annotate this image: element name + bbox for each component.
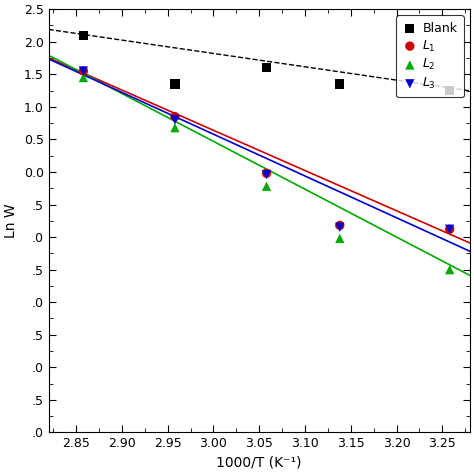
$L_1$ bbox=[336, 221, 344, 229]
Y-axis label: Ln W: Ln W bbox=[4, 203, 18, 238]
$L_3$ bbox=[336, 224, 344, 231]
$L_2$ bbox=[263, 182, 270, 190]
$L_1$ bbox=[263, 170, 270, 177]
Blank bbox=[336, 80, 344, 88]
X-axis label: 1000/T (K⁻¹): 1000/T (K⁻¹) bbox=[217, 456, 302, 470]
$L_1$ bbox=[446, 226, 454, 233]
$L_3$ bbox=[263, 171, 270, 178]
$L_3$ bbox=[80, 67, 87, 75]
$L_1$ bbox=[171, 113, 179, 120]
Blank bbox=[263, 64, 270, 72]
Legend: Blank, $L_1$, $L_2$, $L_3$: Blank, $L_1$, $L_2$, $L_3$ bbox=[396, 16, 464, 98]
$L_2$ bbox=[80, 74, 87, 82]
$L_2$ bbox=[336, 235, 344, 242]
$L_3$ bbox=[446, 226, 454, 233]
$L_2$ bbox=[171, 124, 179, 131]
Blank bbox=[446, 87, 454, 94]
$L_1$ bbox=[80, 67, 87, 75]
$L_2$ bbox=[446, 266, 454, 273]
$L_3$ bbox=[171, 116, 179, 124]
Blank bbox=[80, 31, 87, 39]
Blank bbox=[171, 80, 179, 88]
